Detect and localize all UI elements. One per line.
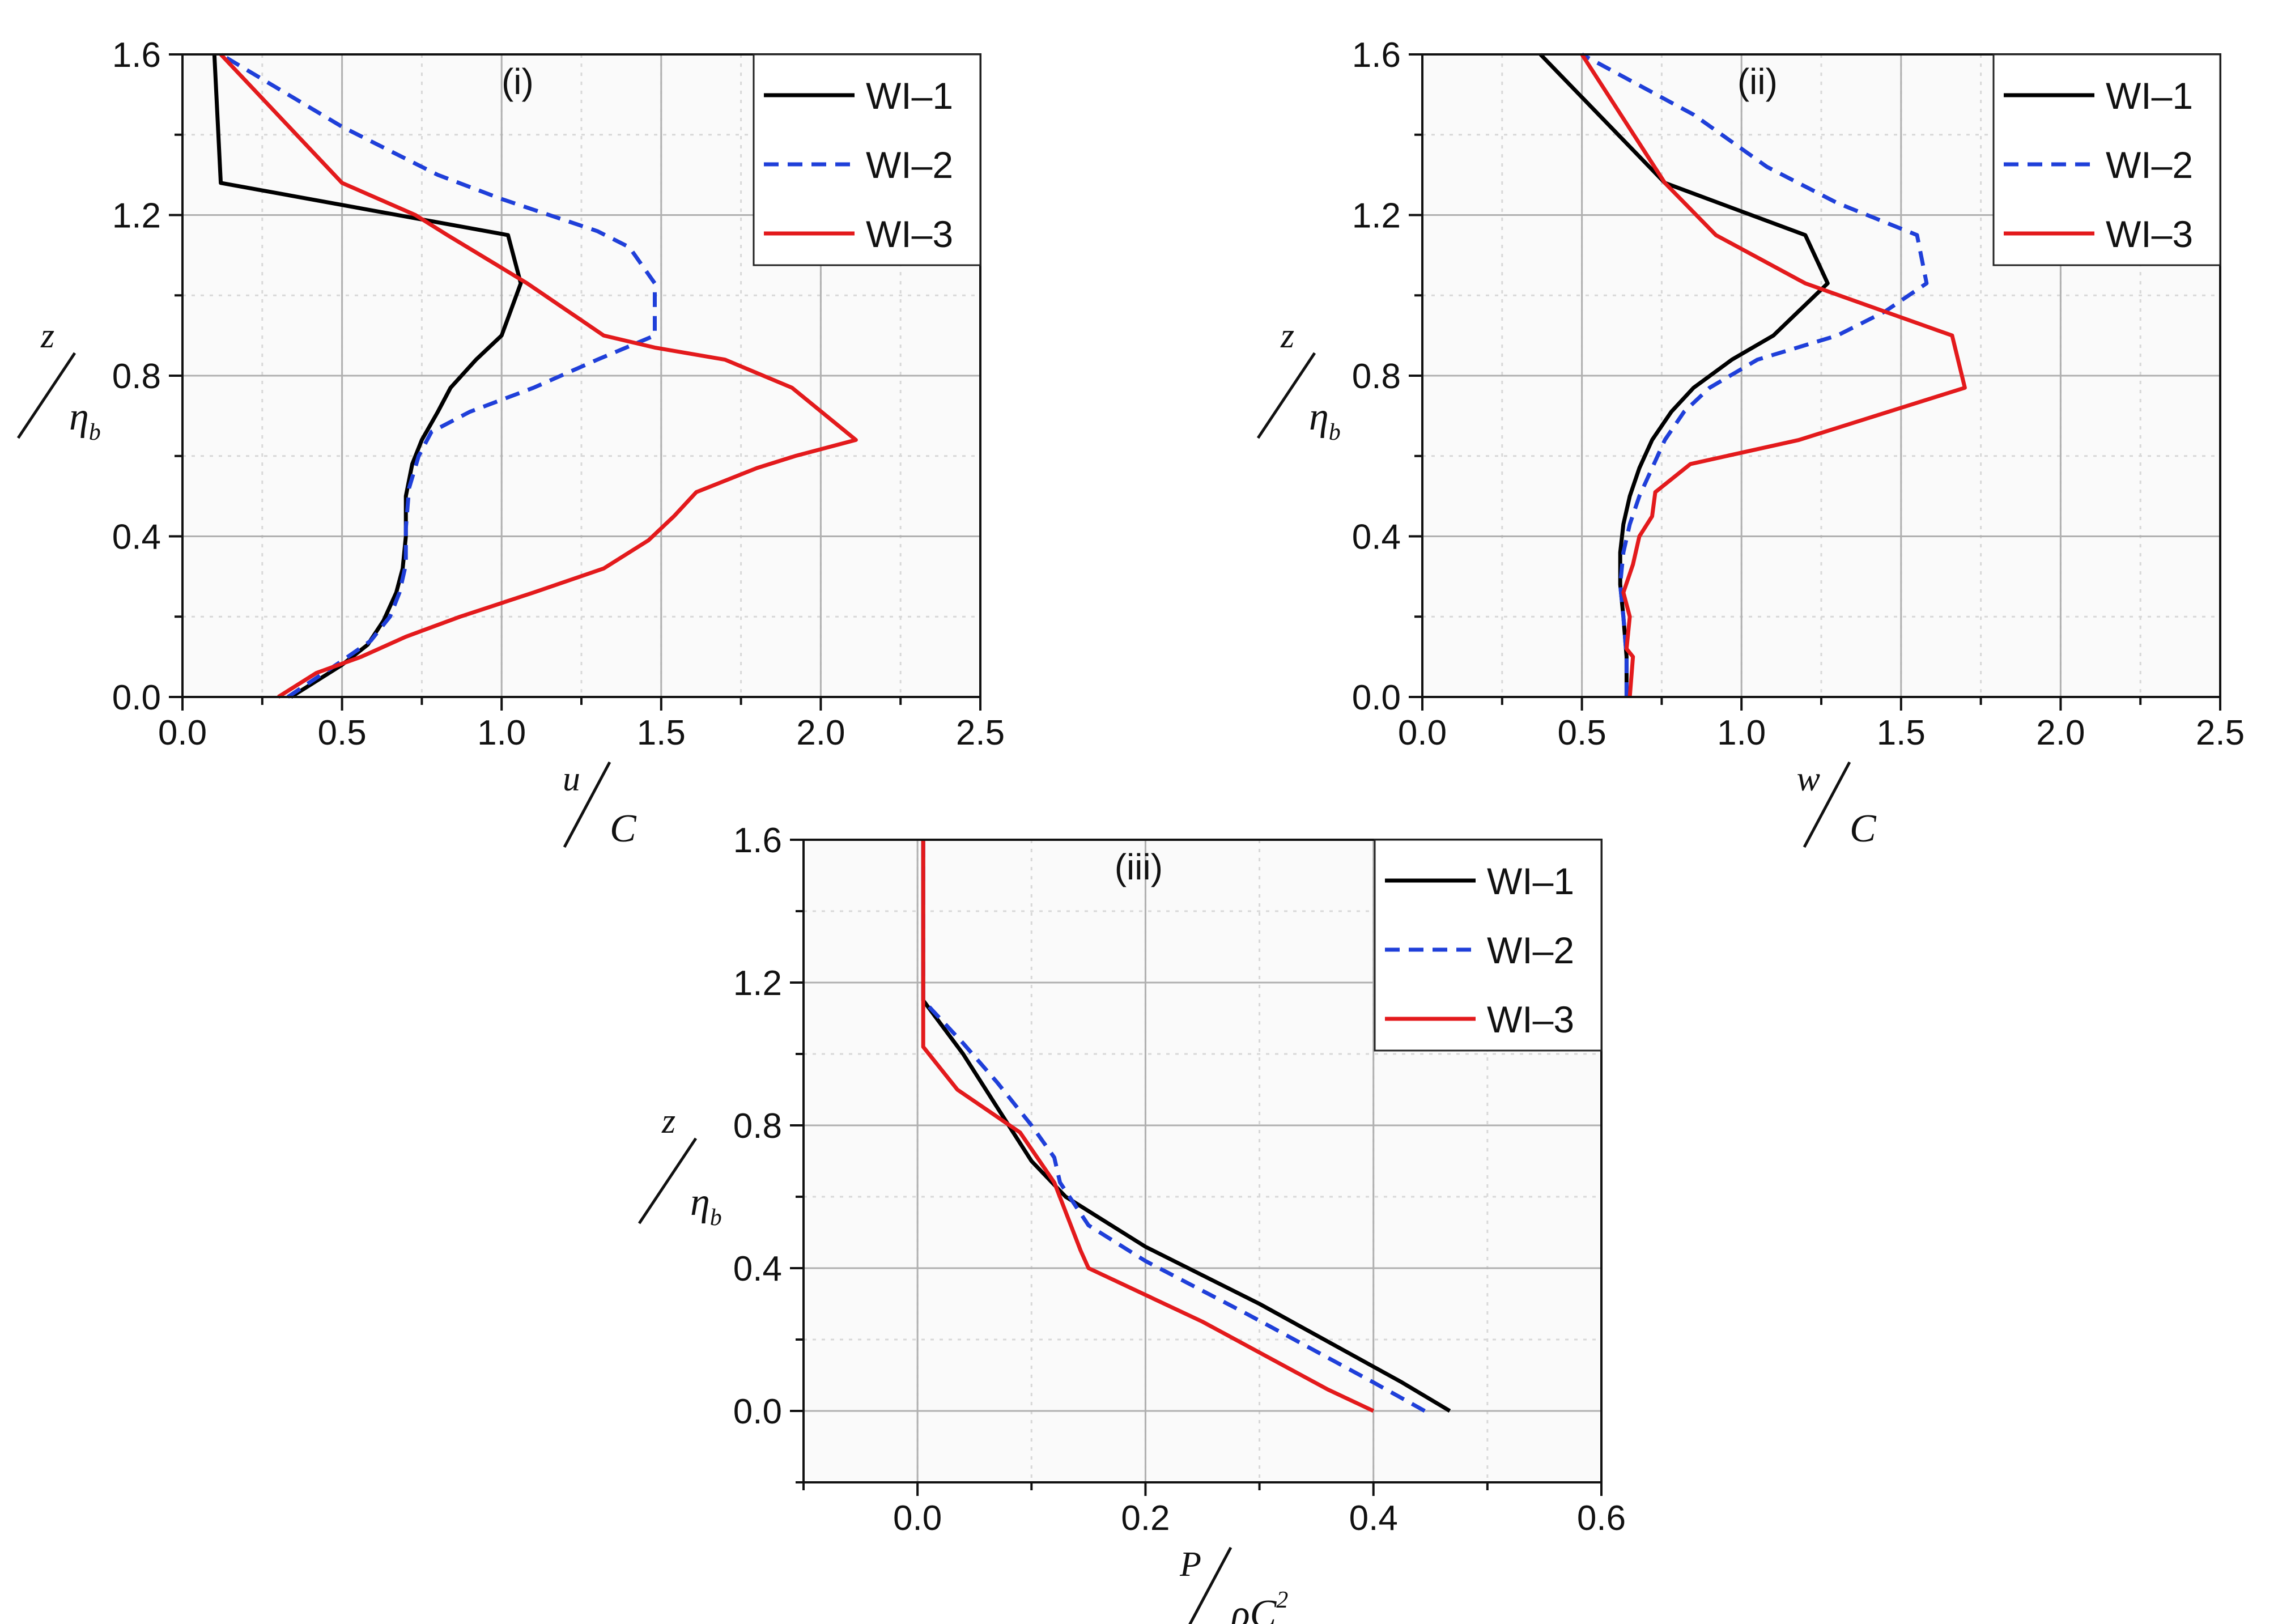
y-tick-label: 1.6: [733, 821, 782, 860]
x-tick-label: 2.5: [956, 713, 1005, 753]
y-tick-label: 0.8: [1352, 357, 1401, 396]
series-line-2: [1580, 52, 1929, 697]
x-tick-label: 2.0: [2036, 713, 2085, 753]
x-tick-label: 0.5: [317, 713, 366, 753]
x-tick-label: 0.5: [1557, 713, 1606, 753]
y-label-numerator: z: [40, 317, 54, 355]
x-tick-label: 0.0: [893, 1499, 942, 1538]
legend-label-3: WI–3: [2106, 213, 2193, 255]
x-label-superscript: 2: [1276, 1587, 1288, 1613]
y-tick-label: 0.0: [112, 678, 161, 717]
x-label-numerator: u: [563, 760, 580, 798]
y-tick-label: 0.0: [1352, 678, 1401, 717]
y-tick-label: 1.2: [1352, 197, 1401, 236]
x-label-denominator: C: [610, 807, 637, 851]
x-label-denominator: C: [1850, 807, 1877, 851]
legend-label-1: WI–1: [1487, 860, 1574, 902]
legend-label-1: WI–1: [2106, 75, 2193, 117]
x-label-slash: [1188, 1546, 1232, 1624]
y-label-slash: [638, 1137, 698, 1225]
series-line-2: [219, 52, 657, 699]
axes-frame: [802, 839, 1603, 1483]
x-tick-label: 0.6: [1577, 1499, 1626, 1538]
legend-label-1: WI–1: [866, 75, 953, 117]
legend-label-3: WI–3: [1487, 998, 1574, 1040]
chart-panel-3: 0.0 0.2 0.4 0.6 0.0 0.4 0.8 1.2 1.6 (iii) WI–1 WI–2…: [638, 821, 1626, 1624]
legend-label-2: WI–2: [2106, 144, 2193, 186]
panel-label: (i): [502, 61, 534, 102]
legend-label-2: WI–2: [866, 144, 953, 186]
series-line-1: [921, 840, 1451, 1413]
y-axis-label: z ηb: [1256, 317, 1341, 445]
y-label-denominator: ηb: [69, 395, 101, 445]
x-label-numerator: P: [1179, 1545, 1201, 1584]
y-label-numerator: z: [661, 1102, 675, 1141]
x-axis-label: wC: [1797, 760, 1877, 851]
y-axis-label: z ηb: [16, 317, 101, 445]
y-label-numerator: z: [1280, 317, 1294, 355]
y-label-denominator: ηb: [1309, 395, 1341, 445]
y-tick-label: 1.2: [112, 197, 161, 236]
x-label-slash: [1803, 761, 1851, 848]
x-tick-label: 1.5: [637, 713, 686, 753]
panel-label: (iii): [1115, 847, 1163, 887]
y-label-subscript: b: [1329, 419, 1341, 445]
x-tick-label: 1.0: [477, 713, 526, 753]
y-tick-label: 0.4: [1352, 518, 1401, 557]
x-tick-label: 0.4: [1349, 1499, 1398, 1538]
legend-box: [1374, 839, 1603, 1052]
series-line-2: [921, 840, 1426, 1413]
x-label-numerator: w: [1797, 760, 1820, 798]
series-line-3: [219, 53, 858, 699]
y-tick-label: 0.0: [733, 1392, 782, 1431]
panel-label: (ii): [1737, 61, 1778, 102]
y-label-denominator: ηb: [690, 1180, 722, 1231]
y-label-subscript: b: [89, 419, 101, 445]
x-label-denominator: ρC2: [1230, 1587, 1288, 1624]
chart-panel-1: 0.0 0.5 1.0 1.5 2.0 2.5 0.0 0.4 0.8 1.2 1.6 (i) WI–1…: [16, 36, 1005, 851]
x-tick-label: 0.2: [1121, 1499, 1170, 1538]
y-tick-label: 1.6: [112, 36, 161, 75]
legend-label-3: WI–3: [866, 213, 953, 255]
y-tick-label: 0.8: [733, 1107, 782, 1146]
y-tick-label: 0.4: [733, 1249, 782, 1289]
series-line-3: [1580, 53, 1967, 698]
x-label-slash: [563, 761, 611, 848]
legend-box: [1992, 53, 2221, 266]
series-line-3: [921, 840, 1375, 1413]
y-axis-label: zηb: [638, 1102, 722, 1231]
x-tick-label: 2.5: [2196, 713, 2245, 753]
y-tick-label: 0.8: [112, 357, 161, 396]
x-tick-label: 2.0: [796, 713, 845, 753]
x-tick-label: 1.0: [1717, 713, 1766, 753]
y-tick-label: 1.2: [733, 964, 782, 1003]
series-line-1: [212, 54, 523, 699]
x-axis-label: uC: [563, 760, 637, 851]
y-tick-label: 0.4: [112, 518, 161, 557]
legend-label-2: WI–2: [1487, 929, 1574, 971]
legend-box: [753, 53, 981, 266]
y-label-subscript: b: [710, 1205, 722, 1231]
y-tick-label: 1.6: [1352, 36, 1401, 75]
x-tick-label: 0.0: [1398, 713, 1447, 753]
x-tick-label: 1.5: [1877, 713, 1926, 753]
y-label-slash: [16, 352, 76, 439]
x-tick-label: 0.0: [158, 713, 207, 753]
chart-panel-2: 0.0 0.5 1.0 1.5 2.0 2.5 0.0 0.4 0.8 1.2 1.6 (ii) WI–…: [1256, 36, 2245, 851]
y-label-slash: [1256, 352, 1316, 439]
